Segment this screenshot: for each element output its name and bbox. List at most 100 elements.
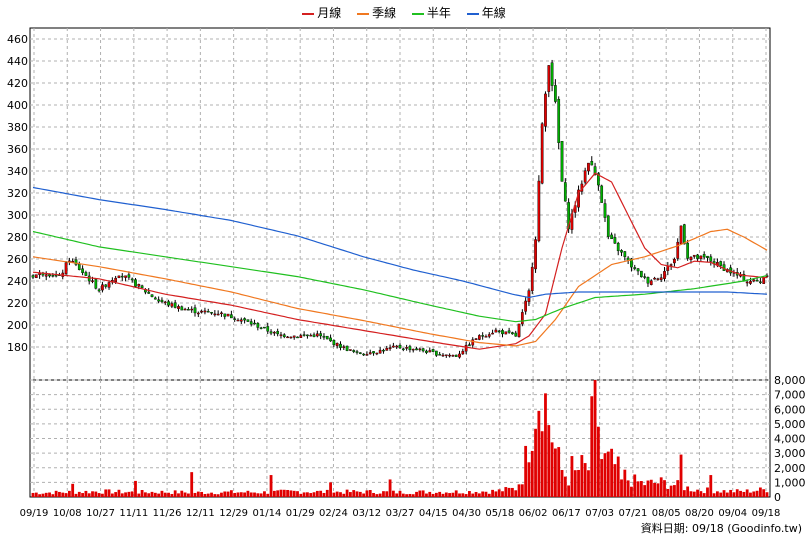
x-tick-label: 01/29 [286,508,315,519]
candle-down [249,321,253,325]
x-tick-label: 12/29 [219,508,248,519]
candle-up [461,350,465,355]
volume-bar [742,491,746,497]
volume-bar [259,493,263,497]
price-tick-label: 440 [7,55,28,68]
volume-bar [398,490,402,497]
candle-up [368,352,372,355]
volume-bar [38,494,42,497]
candle-down [501,330,504,335]
volume-bar [302,492,306,497]
volume-bar [160,490,164,497]
price-tick-label: 260 [7,253,28,266]
candle-down [104,284,108,287]
candle-down [352,350,356,352]
candle-down [630,258,633,268]
candle-down [454,354,458,357]
candle-down [127,274,131,278]
volume-bar [306,492,309,497]
candle-up [540,123,544,184]
volume-bar [236,492,240,497]
candle-down [223,313,227,317]
candle-up [196,312,200,315]
volume-bar [477,493,481,497]
candle-down [646,277,650,284]
volume-bar [206,493,210,497]
volume-bar [44,492,48,497]
candle-up [471,339,475,346]
candle-up [385,348,389,351]
x-tick-label: 03/27 [386,508,415,519]
candle-up [418,348,422,351]
volume-bar [719,492,723,497]
candle-down [468,344,471,346]
volume-bar [725,492,729,497]
candle-down [296,336,299,339]
volume-bar [319,490,323,497]
volume-bar [226,491,230,497]
volume-bar [659,477,663,497]
volume-bar [243,492,247,497]
candle-down [81,268,84,273]
candle-down [319,333,323,337]
candle-down [511,332,514,335]
volume-bar [425,493,428,497]
candle-down [87,275,91,282]
candle-down [180,306,184,311]
volume-bar [51,494,55,497]
volume-bar [163,492,167,497]
candle-up [200,310,203,313]
volume-bar [633,474,637,497]
volume-bar [54,490,58,497]
volume-bar [623,469,627,497]
volume-bar [557,447,561,497]
volume-bar [173,490,177,497]
volume-bar [342,493,346,497]
price-tick-label: 460 [7,33,28,46]
candle-up [749,281,752,284]
volume-bar [253,492,256,497]
volume-bar [355,491,359,497]
candle-down [120,275,124,278]
candle-down [706,255,709,259]
volume-bar [378,493,382,497]
volume-bar [117,489,121,497]
ma-line-monthly [32,172,768,350]
volume-bar [246,490,250,497]
candle-down [355,351,359,353]
candle-down [435,350,438,356]
data-source-label: 資料日期: 09/18 (Goodinfo.tw) [640,522,802,535]
price-tick-label: 360 [7,143,28,156]
volume-bar [41,493,45,497]
candle-down [481,335,485,337]
candle-down [157,299,160,302]
volume-bar [322,492,326,497]
price-tick-label: 220 [7,297,28,310]
volume-bar [405,494,409,497]
x-tick-label: 06/02 [519,508,548,519]
candle-down [408,346,412,351]
x-tick-label: 04/30 [452,508,481,519]
candle-up [236,319,240,322]
candle-down [94,279,98,289]
volume-bar [537,410,541,497]
price-tick-label: 340 [7,165,28,178]
price-tick-label: 280 [7,231,28,244]
ma-line-quarterly [32,228,768,347]
volume-bar [325,489,329,497]
volume-bar [497,489,501,497]
candle-up [177,306,180,309]
candle-up [544,93,547,127]
candle-up [524,300,527,312]
x-tick-label: 01/14 [252,508,281,519]
candle-down [401,348,405,351]
volume-bar [34,492,38,497]
candle-up [504,331,508,335]
volume-bar [653,482,656,497]
candle-down [302,334,306,336]
volume-bar [329,482,332,497]
volume-bar [544,393,547,497]
volume-bar [613,464,617,497]
volume-bar [587,470,590,497]
volume-bar [120,493,124,497]
